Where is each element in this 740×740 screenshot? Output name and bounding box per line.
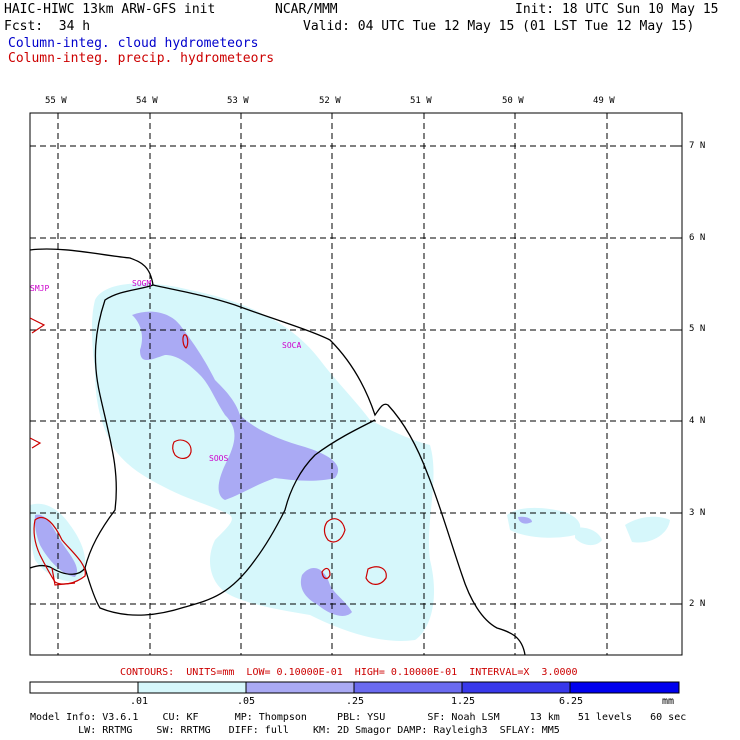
lon-label-52w: 52 W bbox=[319, 96, 341, 106]
model-info-line2: LW: RRTMG SW: RRTMG DIFF: full KM: 2D Sm… bbox=[30, 725, 560, 736]
lat-label-3n: 3 N bbox=[689, 508, 706, 518]
lat-label-6n: 6 N bbox=[689, 233, 706, 243]
lon-label-50w: 50 W bbox=[502, 96, 524, 106]
cloud-area-east-1 bbox=[507, 507, 581, 538]
cloud-area-east-3 bbox=[575, 527, 602, 546]
cloud-core-east bbox=[518, 516, 532, 524]
model-title: HAIC-HIWC 13km ARW-GFS init bbox=[4, 2, 216, 17]
graticule bbox=[30, 113, 682, 655]
org-label: NCAR/MMM bbox=[275, 2, 338, 17]
precip-contour bbox=[321, 567, 331, 579]
colorbar-tick-4: 1.25 bbox=[451, 696, 476, 707]
coastline bbox=[30, 248, 526, 655]
colorbar-tick-2: .05 bbox=[237, 696, 256, 707]
precip-contour bbox=[51, 567, 76, 586]
border-west bbox=[30, 284, 154, 575]
right-ticks bbox=[676, 145, 682, 605]
lon-label-51w: 51 W bbox=[410, 96, 432, 106]
cloud-core-south bbox=[300, 567, 352, 616]
contours-info: CONTOURS: UNITS=mm LOW= 0.10000E-01 HIGH… bbox=[120, 667, 578, 678]
colorbar bbox=[29, 681, 680, 694]
coastlines-borders bbox=[30, 248, 526, 655]
cloud-area-east-2 bbox=[625, 516, 670, 543]
colorbar-tick-1: .01 bbox=[130, 696, 149, 707]
lat-label-2n: 2 N bbox=[689, 599, 706, 609]
colorbar-bin-3 bbox=[353, 681, 463, 694]
station-label-soca: SOCA bbox=[282, 341, 302, 350]
model-info-line1: Model Info: V3.6.1 CU: KF MP: Thompson P… bbox=[30, 712, 687, 723]
field-precip-label: Column-integ. precip. hydrometeors bbox=[8, 51, 275, 66]
colorbar-tick-3: .25 bbox=[346, 696, 365, 707]
precip-contour bbox=[182, 334, 189, 349]
colorbar-bin-1 bbox=[137, 681, 247, 694]
lon-label-54w: 54 W bbox=[136, 96, 158, 106]
cloud-core-main bbox=[132, 311, 339, 500]
lat-label-5n: 5 N bbox=[689, 324, 706, 334]
map-frame bbox=[29, 112, 683, 656]
valid-time: Valid: 04 UTC Tue 12 May 15 (01 LST Tue … bbox=[303, 19, 695, 34]
lat-label-7n: 7 N bbox=[689, 141, 706, 151]
colorbar-unit: mm bbox=[662, 696, 675, 707]
cloud-shading bbox=[30, 283, 670, 641]
border-west-south bbox=[84, 419, 376, 616]
precip-contour bbox=[365, 566, 387, 585]
lon-label-53w: 53 W bbox=[227, 96, 249, 106]
station-label-smjp: SMJP bbox=[30, 284, 50, 293]
cloud-core-west bbox=[34, 514, 78, 577]
precip-contour bbox=[30, 317, 46, 334]
lon-label-49w: 49 W bbox=[593, 96, 615, 106]
precip-contour bbox=[30, 437, 42, 449]
colorbar-bin-5 bbox=[569, 681, 680, 694]
colorbar-bin-0 bbox=[29, 681, 139, 694]
lon-label-55w: 55 W bbox=[45, 96, 67, 106]
colorbar-bin-4 bbox=[461, 681, 571, 694]
station-label-sogm: SOGM bbox=[132, 279, 152, 288]
colorbar-bin-2 bbox=[245, 681, 355, 694]
lat-label-4n: 4 N bbox=[689, 416, 706, 426]
init-time: Init: 18 UTC Sun 10 May 15 bbox=[515, 2, 719, 17]
precip-contours bbox=[30, 317, 387, 586]
precip-contour bbox=[172, 439, 192, 459]
station-label-soos: SOOS bbox=[209, 454, 229, 463]
field-cloud-label: Column-integ. cloud hydrometeors bbox=[8, 36, 259, 51]
forecast-hour: Fcst: 34 h bbox=[4, 19, 91, 34]
colorbar-tick-5: 6.25 bbox=[559, 696, 584, 707]
precip-contour bbox=[323, 518, 346, 543]
